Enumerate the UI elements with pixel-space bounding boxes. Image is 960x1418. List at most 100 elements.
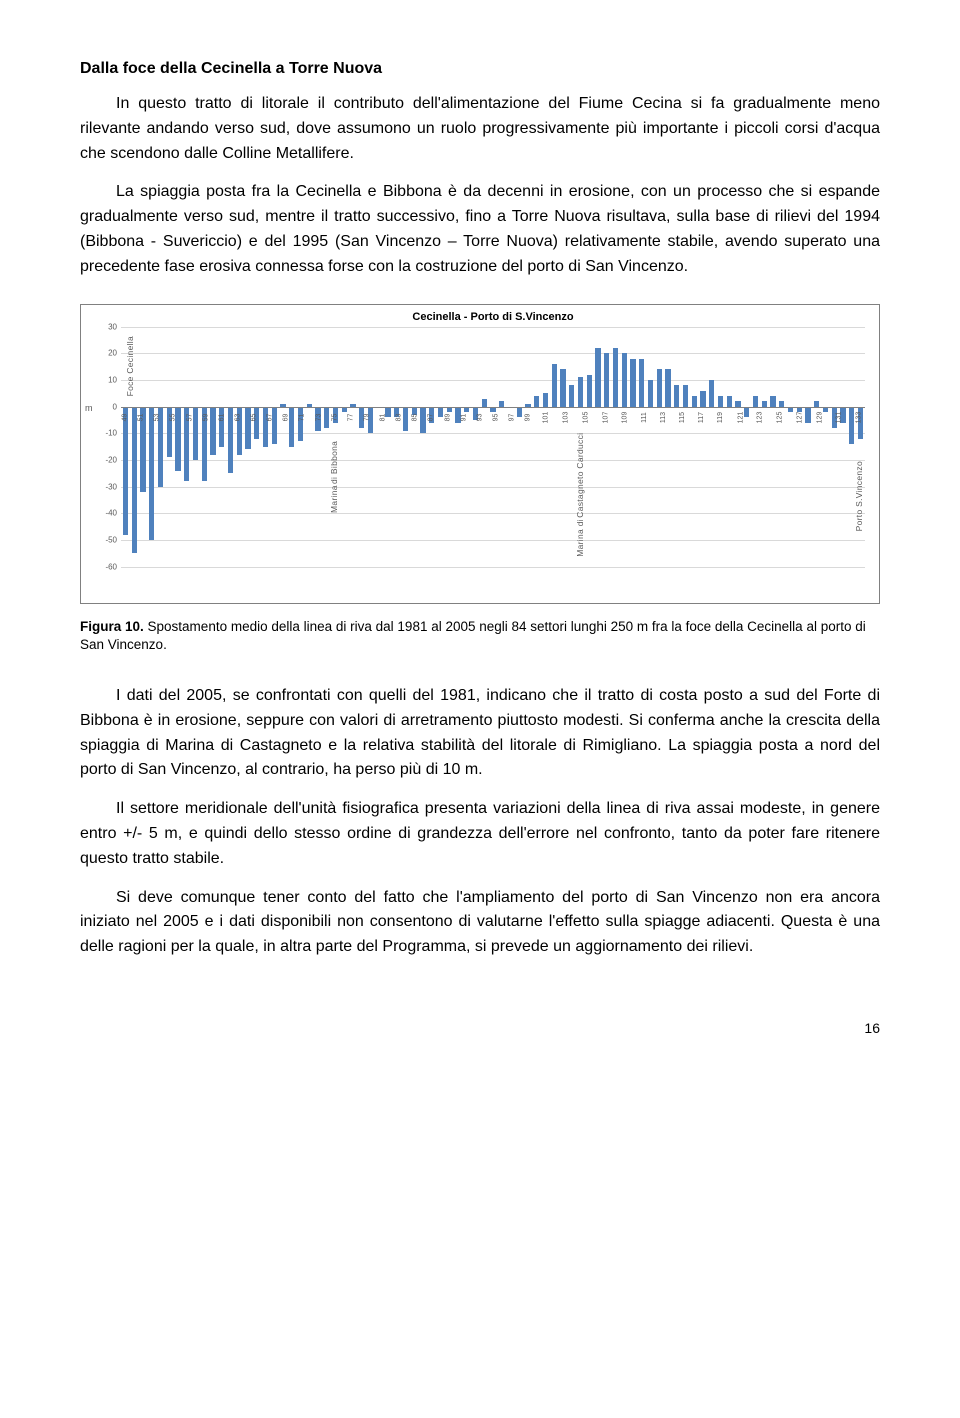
bar-slot [147, 327, 156, 567]
bar [543, 393, 548, 406]
bar-slot [139, 327, 148, 567]
x-tick-label [210, 413, 217, 421]
x-tick-label: 63 [234, 413, 241, 421]
x-tick-label [689, 413, 696, 421]
bar-slot [672, 327, 681, 567]
x-tick-label [727, 413, 734, 421]
bar-slot [244, 327, 253, 567]
x-tick-label [323, 413, 330, 421]
x-tick-label: 61 [218, 413, 225, 421]
bar [648, 380, 653, 407]
x-tick-label: 87 [428, 413, 435, 421]
x-tick-label: 119 [717, 411, 724, 422]
x-tick-label [669, 413, 676, 421]
bar-slot [664, 327, 673, 567]
x-tick-label: 59 [202, 413, 209, 421]
bar-slot [541, 327, 550, 567]
bar-slot [646, 327, 655, 567]
x-tick-label [259, 413, 266, 421]
bar [709, 380, 714, 407]
x-tick-label: 81 [380, 413, 387, 421]
x-tick-label [242, 413, 249, 421]
x-tick-label: 129 [816, 411, 823, 423]
bar-slot [366, 327, 375, 567]
bar-slot [287, 327, 296, 567]
bar [272, 407, 277, 444]
x-tick-label: 131 [836, 411, 843, 423]
x-tick-label [355, 413, 362, 421]
bar [849, 407, 854, 444]
x-tick-label [291, 413, 298, 421]
bar [595, 348, 600, 407]
bar-slot [532, 327, 541, 567]
bar-slot [182, 327, 191, 567]
x-tick-label [612, 413, 619, 421]
bar-slot [830, 327, 839, 567]
paragraph-2: La spiaggia posta fra la Cecinella e Bib… [80, 180, 880, 279]
bar-slot [637, 327, 646, 567]
bar-slot [235, 327, 244, 567]
bar-slot [839, 327, 848, 567]
bar-slot [716, 327, 725, 567]
bar [569, 385, 574, 406]
y-tick-label: -20 [87, 455, 117, 464]
x-tick-label [826, 413, 833, 421]
x-tick-label [747, 413, 754, 421]
bars-group [121, 327, 865, 567]
y-tick-label: -30 [87, 482, 117, 491]
x-tick-label [404, 413, 411, 421]
x-tick-label [767, 413, 774, 421]
bar-slot [270, 327, 279, 567]
x-tick-label [339, 413, 346, 421]
x-tick-label [452, 413, 459, 421]
x-tick-label: 115 [679, 411, 686, 422]
x-tick-label: 51 [138, 413, 145, 421]
x-tick-label: 53 [154, 413, 161, 421]
bar-slot [506, 327, 515, 567]
bar [123, 407, 128, 535]
bar-slot [681, 327, 690, 567]
bar-slot [471, 327, 480, 567]
bar-slot [559, 327, 568, 567]
bar-slot [349, 327, 358, 567]
x-tick-label [130, 413, 137, 421]
x-tick-label: 125 [776, 411, 783, 423]
bar-slot [734, 327, 743, 567]
x-tick-label: 127 [796, 411, 803, 423]
y-axis-unit: m [85, 403, 93, 413]
x-tick-label: 71 [299, 413, 306, 421]
bar [132, 407, 137, 554]
bar-slot [480, 327, 489, 567]
x-tick-label [436, 413, 443, 421]
bar-slot [742, 327, 751, 567]
bar [587, 375, 592, 407]
bar-slot [305, 327, 314, 567]
bar-slot [445, 327, 454, 567]
bar-slot [384, 327, 393, 567]
zero-line [121, 407, 865, 408]
x-tick-label [500, 413, 507, 421]
bar [718, 396, 723, 407]
bar-chart: Cecinella - Porto di S.Vincenzo 3020100-… [80, 304, 880, 604]
bar-slot [462, 327, 471, 567]
y-tick-label: -50 [87, 535, 117, 544]
x-tick-label [517, 413, 524, 421]
bar [657, 369, 662, 406]
bar [254, 407, 259, 439]
bar-slot [594, 327, 603, 567]
bar [753, 396, 758, 407]
bar-slot [611, 327, 620, 567]
bar [578, 377, 583, 406]
x-tick-label: 121 [737, 411, 744, 423]
x-tick-label: 93 [476, 413, 483, 421]
bar [604, 353, 609, 406]
bar-slot [357, 327, 366, 567]
page-number: 16 [80, 1020, 880, 1036]
x-tick-label: 91 [460, 413, 467, 421]
x-tick-label [650, 413, 657, 421]
caption-label: Figura 10. [80, 619, 144, 634]
y-tick-label: -40 [87, 509, 117, 518]
bar-slot [375, 327, 384, 567]
x-tick-label [420, 413, 427, 421]
chart-annotation: Marinadi Bibbona [329, 441, 339, 513]
